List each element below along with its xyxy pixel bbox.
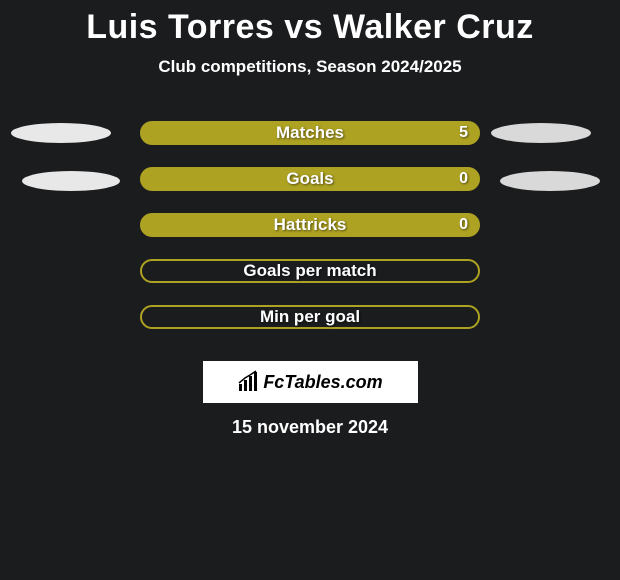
stat-bar: Goals0 [140, 167, 480, 191]
stat-bar: Hattricks0 [140, 213, 480, 237]
left-ellipse [22, 171, 120, 191]
stat-value-right: 0 [459, 213, 468, 237]
right-ellipse [500, 171, 600, 191]
stat-bar: Min per goal [140, 305, 480, 329]
page-title: Luis Torres vs Walker Cruz [0, 0, 620, 47]
left-ellipse [11, 123, 111, 143]
right-ellipse [491, 123, 591, 143]
comparison-rows: Matches5 Goals0 Hattricks0 Goals per match M… [0, 117, 620, 347]
stat-row: Goals0 [0, 163, 620, 209]
stat-value-right: 5 [459, 121, 468, 145]
stat-bar-fill [140, 213, 480, 237]
stat-bar: Goals per match [140, 259, 480, 283]
logo-box: FcTables.com [203, 361, 418, 403]
stat-bar-fill [140, 305, 480, 329]
date-text: 15 november 2024 [0, 417, 620, 438]
logo-text: FcTables.com [263, 372, 382, 393]
stat-bar-fill [140, 259, 480, 283]
stat-value-right: 0 [459, 167, 468, 191]
stat-bar: Matches5 [140, 121, 480, 145]
stat-row: Min per goal [0, 301, 620, 347]
stat-row: Hattricks0 [0, 209, 620, 255]
stat-row: Matches5 [0, 117, 620, 163]
page-subtitle: Club competitions, Season 2024/2025 [0, 57, 620, 77]
chart-icon [237, 370, 261, 394]
stat-bar-fill [140, 121, 480, 145]
stat-row: Goals per match [0, 255, 620, 301]
stat-bar-fill [140, 167, 480, 191]
